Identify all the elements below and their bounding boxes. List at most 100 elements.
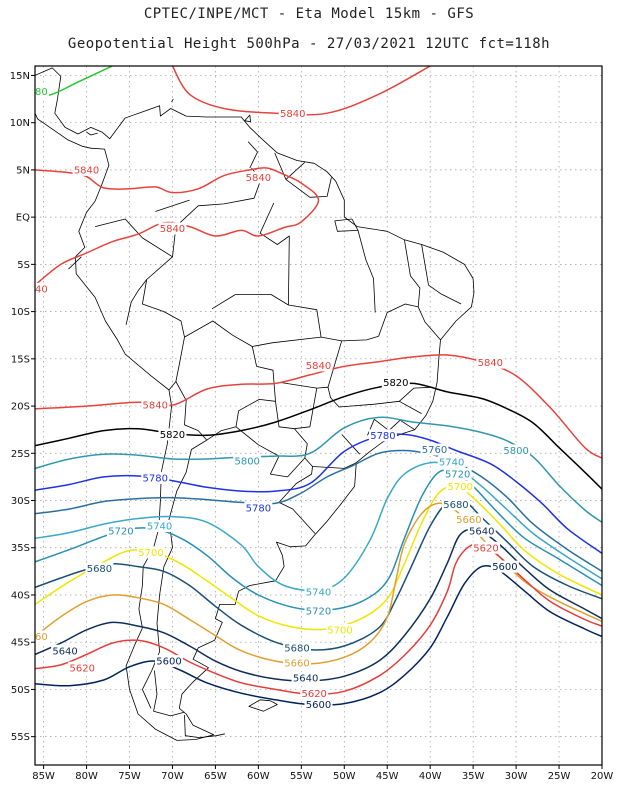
contour-label: 5640 bbox=[52, 646, 77, 657]
contour-5760 bbox=[35, 449, 602, 573]
contour-label-bg bbox=[304, 359, 333, 372]
lat-tick-label: 15S bbox=[11, 354, 30, 365]
contour-5740 bbox=[35, 461, 602, 592]
contour-label-bg bbox=[244, 171, 273, 184]
contour-label-bg bbox=[85, 562, 114, 575]
land-boundary bbox=[341, 434, 360, 455]
contour-label-bg bbox=[291, 672, 320, 685]
land-boundary bbox=[248, 699, 278, 712]
contour-5820 bbox=[35, 382, 602, 490]
land-boundary bbox=[334, 218, 359, 232]
land-boundary bbox=[294, 388, 318, 430]
contour-label-bg bbox=[283, 641, 312, 654]
contour-label: 5720 bbox=[445, 470, 470, 481]
contour-label-bg bbox=[467, 524, 496, 537]
contour-label-bg bbox=[304, 605, 333, 618]
land-boundary bbox=[184, 320, 276, 441]
contour-label: 5640 bbox=[469, 526, 494, 537]
land-boundary bbox=[247, 141, 258, 169]
contour-label-bg bbox=[35, 282, 49, 295]
lat-tick-label: 10S bbox=[11, 307, 30, 318]
contour-5620 bbox=[35, 543, 602, 696]
contour-label-bg bbox=[368, 429, 397, 442]
lat-tick-label: 25S bbox=[11, 449, 30, 460]
lon-tick-label: 45W bbox=[376, 771, 399, 782]
lat-tick-label: 55S bbox=[11, 732, 30, 743]
lat-lon-grid bbox=[35, 66, 603, 765]
contour-label: 5820 bbox=[383, 378, 408, 389]
land-boundary bbox=[125, 279, 148, 325]
contour-label: 5700 bbox=[138, 548, 163, 559]
contour-label-bg bbox=[437, 455, 466, 468]
lon-tick-label: 20W bbox=[591, 771, 614, 782]
lon-tick-label: 40W bbox=[419, 771, 442, 782]
contour-label: 5780 bbox=[246, 504, 271, 515]
contour-label: 5620 bbox=[473, 543, 498, 554]
contour-label-bg bbox=[381, 376, 410, 389]
axis-ticks: 85W 80W 75W 70W 65W 60W 55W 50W 45W 40W 35W 30W 25W 2… bbox=[10, 71, 614, 782]
lon-tick-label: 55W bbox=[290, 771, 313, 782]
contour-5800 bbox=[35, 416, 602, 523]
contour-label: 5680 bbox=[284, 643, 309, 654]
land-boundary bbox=[312, 462, 357, 469]
contour-label: 5840 bbox=[478, 358, 503, 369]
plot-frame bbox=[34, 65, 603, 766]
land-boundary bbox=[378, 303, 441, 341]
land-boundary bbox=[279, 382, 422, 414]
contour-label: 5700 bbox=[327, 626, 352, 637]
lat-tick-label: 40S bbox=[11, 590, 30, 601]
contour-label: 5800 bbox=[234, 456, 259, 467]
land-boundary bbox=[184, 714, 225, 738]
contour-label-bg bbox=[35, 630, 49, 643]
contour-label-bg bbox=[441, 498, 470, 511]
contour-label: 5620 bbox=[301, 689, 326, 700]
lon-tick-label: 65W bbox=[204, 771, 227, 782]
contour-label-bg bbox=[158, 428, 187, 441]
contour-label-bg bbox=[490, 560, 519, 573]
contour-label-bg bbox=[68, 661, 97, 674]
contour-label: 5740 bbox=[147, 522, 172, 533]
contour-label: 5840 bbox=[280, 109, 305, 120]
land-boundary bbox=[95, 167, 262, 258]
contour-label-bg bbox=[502, 444, 531, 457]
contour-label: 5840 bbox=[22, 285, 47, 296]
lon-tick-label: 75W bbox=[118, 771, 141, 782]
lat-tick-label: 20S bbox=[11, 402, 30, 413]
contour-label-bg bbox=[304, 698, 333, 711]
land-boundary bbox=[252, 335, 379, 347]
land-boundary bbox=[153, 670, 185, 717]
lat-tick-label: 5S bbox=[17, 260, 30, 271]
contour-label-bg bbox=[233, 454, 262, 467]
contour-label: 5700 bbox=[448, 482, 473, 493]
lat-tick-label: EQ bbox=[16, 213, 30, 224]
land-boundary bbox=[357, 230, 376, 313]
contour-5720 bbox=[35, 469, 602, 612]
lat-tick-label: 45S bbox=[11, 638, 30, 649]
lon-tick-label: 80W bbox=[75, 771, 98, 782]
contour-label: 5600 bbox=[156, 657, 181, 668]
contour-label-bg bbox=[300, 687, 329, 700]
land-boundary bbox=[142, 256, 185, 391]
contour-label-bg bbox=[278, 107, 307, 120]
lat-tick-label: 35S bbox=[11, 543, 30, 554]
map-title-line1: CPTEC/INPE/MCT - Eta Model 15km - GFS bbox=[143, 6, 475, 22]
contour-label: 5600 bbox=[306, 700, 331, 711]
contour-label-bg bbox=[283, 656, 312, 669]
lon-tick-label: 25W bbox=[548, 771, 571, 782]
lon-tick-label: 35W bbox=[462, 771, 485, 782]
contour-label: 5840 bbox=[74, 166, 99, 177]
contour-label-bg bbox=[141, 471, 170, 484]
land-boundary bbox=[155, 199, 190, 212]
contour-label-bg bbox=[35, 85, 49, 98]
land-boundary bbox=[404, 239, 421, 307]
contour-label: 5600 bbox=[492, 562, 517, 573]
contour-label-bg bbox=[51, 644, 80, 657]
contour-label-bg bbox=[472, 541, 501, 554]
land-boundary bbox=[259, 202, 290, 306]
contour-label-bg bbox=[244, 502, 273, 515]
contour-5780 bbox=[35, 433, 602, 555]
land-boundary bbox=[244, 114, 251, 123]
contour-5840 bbox=[35, 167, 320, 286]
contour-label: 5660 bbox=[22, 632, 47, 643]
